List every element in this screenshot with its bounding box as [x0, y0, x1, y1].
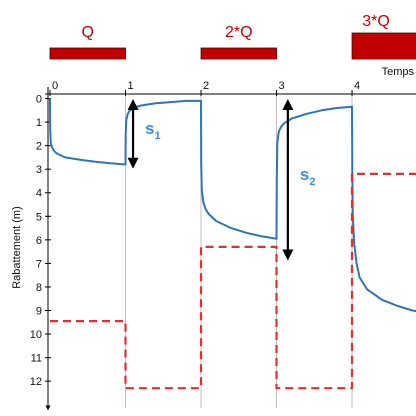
y-tick-label-8: 8	[36, 282, 42, 294]
y-tick-label-4: 4	[36, 188, 42, 200]
y-tick-label-11: 11	[31, 353, 42, 365]
annotation-s2-subscript: 2	[309, 176, 315, 188]
y-tick-label-9: 9	[36, 306, 42, 318]
x-tick-label-1: 1	[127, 80, 133, 92]
y-tick-label-5: 5	[36, 211, 42, 223]
pumping-rate-step-line	[50, 172, 416, 390]
y-tick-label-6: 6	[36, 235, 42, 247]
y-tick-label-12: 12	[30, 376, 42, 388]
pumping-rate-bars: Q 2*Q 3*Q	[49, 13, 416, 60]
y-tick-label-3: 3	[36, 164, 42, 176]
x-tick-label-0: 0	[52, 80, 58, 92]
x-tick-label-2: 2	[203, 80, 209, 92]
rate-label-2: 2*Q	[225, 24, 253, 41]
y-tick-label-2: 2	[36, 141, 42, 153]
annotation-s1-subscript: 1	[155, 130, 161, 142]
annotations: s1 s2	[127, 99, 316, 261]
rate-label-1: Q	[82, 24, 94, 41]
rate-bar-rect-1	[49, 47, 126, 60]
x-tick-label-4: 4	[354, 80, 360, 92]
rate-bar-rect-2	[200, 47, 277, 60]
drawdown-curve	[49, 98, 416, 313]
y-tick-label-7: 7	[36, 258, 42, 270]
y-tick-label-1: 1	[36, 117, 42, 129]
y-tick-label-10: 10	[30, 329, 42, 341]
x-axis-label: Temps	[382, 66, 415, 78]
rate-label-3: 3*Q	[362, 13, 390, 30]
rate-bar-rect-3	[351, 32, 416, 60]
rate-bar-3: 3*Q	[351, 13, 416, 60]
x-tick-label-3: 3	[278, 80, 284, 92]
y-tick-label-0: 0	[36, 94, 42, 106]
rate-bar-2: 2*Q	[200, 24, 277, 60]
axis-labels: Temps Rabattement (m)	[11, 66, 414, 289]
annotation-s2: s2	[300, 165, 316, 188]
series-lines	[49, 98, 416, 390]
rate-bar-1: Q	[49, 24, 126, 60]
y-axis-label: Rabattement (m)	[11, 206, 23, 289]
annotation-s1: s1	[145, 119, 161, 142]
